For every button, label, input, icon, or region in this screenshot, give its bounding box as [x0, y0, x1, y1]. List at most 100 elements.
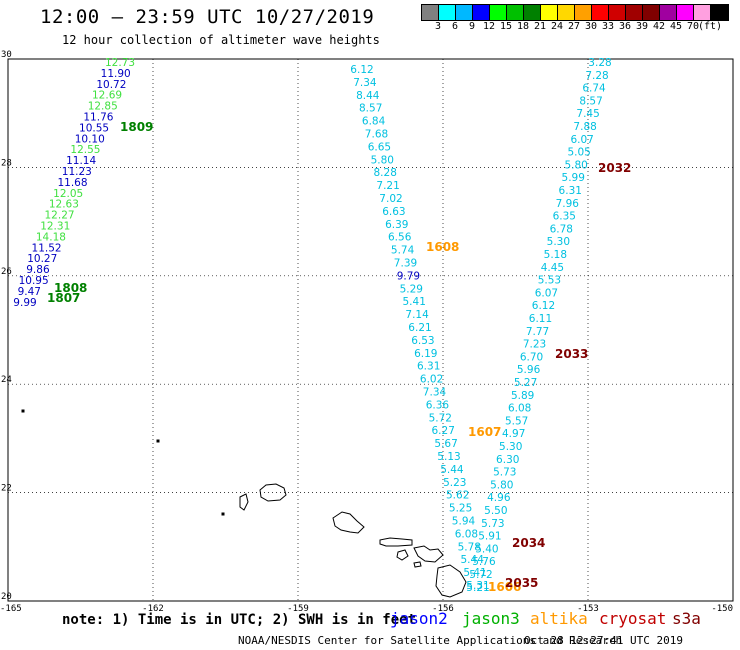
generated-timestamp: Oct 28 12:27:41 UTC 2019	[524, 634, 683, 647]
wave-height-value: 11.14	[66, 155, 96, 167]
wave-height-value: 5.76	[472, 556, 496, 568]
scale-label: 30	[584, 21, 598, 32]
scale-label: 3	[434, 21, 442, 32]
chart-title: 12:00 – 23:59 UTC 10/27/2019	[40, 6, 375, 28]
wave-height-value: 7.23	[523, 339, 546, 351]
scale-swatch	[456, 5, 473, 20]
x-tick-label: -165	[0, 604, 22, 614]
wave-height-value: 6.63	[382, 206, 405, 218]
scale-label: 15	[499, 21, 513, 32]
island-kauai	[259, 483, 287, 502]
map-frame	[7, 58, 734, 602]
wave-height-value: 11.90	[101, 68, 131, 80]
wave-height-value: 6.07	[535, 287, 558, 299]
scale-swatch	[592, 5, 609, 20]
wave-height-value: 5.94	[452, 516, 476, 528]
wave-height-value: 5.50	[484, 505, 507, 517]
wave-height-value: 5.53	[538, 275, 561, 287]
scale-swatch	[677, 5, 694, 20]
wave-height-value: 7.34	[353, 77, 377, 89]
wave-height-value: 5.29	[400, 283, 423, 295]
wave-height-value: 6.65	[368, 141, 391, 153]
scale-swatch	[711, 5, 728, 20]
scale-label: (ft)	[697, 21, 723, 32]
wave-height-value: 10.72	[96, 79, 126, 91]
wave-height-value: 6.07	[570, 134, 593, 146]
pass-time-label: 1607	[468, 425, 501, 439]
wave-height-value: 5.21	[466, 582, 489, 594]
wave-height-value: 4.45	[541, 262, 564, 274]
wave-height-color-scale	[421, 4, 729, 21]
legend-s3a: s3a	[672, 609, 701, 628]
scale-label: 6	[451, 21, 459, 32]
y-tick-label: 28	[1, 158, 12, 168]
scale-swatch	[541, 5, 558, 20]
wave-height-value: 5.31	[466, 580, 489, 592]
x-tick-label: -153	[577, 604, 599, 614]
scale-label: 36	[618, 21, 632, 32]
wave-height-value: 3.28	[588, 57, 611, 69]
wave-height-value: 7.68	[365, 129, 388, 141]
wave-height-value: 5.72	[469, 569, 492, 581]
wave-height-value: 8.57	[579, 95, 602, 107]
wave-height-value: 5.99	[562, 172, 585, 184]
wave-height-value: 10.55	[79, 122, 109, 134]
wave-height-value: 5.13	[437, 451, 460, 463]
wave-height-value: 9.86	[26, 264, 50, 276]
scale-swatch	[473, 5, 490, 20]
wave-height-value: 7.96	[556, 198, 580, 210]
scale-label: 12	[482, 21, 496, 32]
wave-height-value: 6.84	[362, 116, 386, 128]
wave-height-value: 7.39	[394, 258, 417, 270]
island-kaula	[221, 512, 225, 516]
hawaiian-islands	[21, 409, 467, 598]
wave-height-value: 6.53	[411, 335, 434, 347]
island-hawaii	[435, 564, 467, 598]
scale-swatch	[558, 5, 575, 20]
scale-label: 33	[601, 21, 615, 32]
wave-height-value: 6.31	[417, 361, 440, 373]
wave-height-value: 5.89	[511, 390, 534, 402]
x-tick-label: -159	[287, 604, 309, 614]
wave-height-value: 6.02	[420, 374, 443, 386]
wave-height-value: 5.62	[446, 490, 469, 502]
wave-height-value: 8.28	[374, 167, 397, 179]
pass-time-label: 1807	[47, 291, 80, 305]
scale-swatch	[422, 5, 439, 20]
pass-time-label: 1808	[54, 281, 87, 295]
footnote: note: 1) Time is in UTC; 2) SWH is in fe…	[62, 612, 417, 628]
wave-height-value: 12.69	[92, 90, 122, 102]
wave-height-value: 5.25	[449, 503, 472, 515]
island-maui	[413, 545, 444, 563]
scale-swatch	[575, 5, 592, 20]
scale-label: 70	[686, 21, 700, 32]
scale-label: 27	[567, 21, 581, 32]
color-scale-labels: 3 6 9 12 15 18 21 24 27 30 33 36 39 42 45 70 (ft)	[421, 21, 740, 33]
wave-height-value: 5.40	[475, 543, 498, 555]
pass-time-label: 1606	[488, 580, 521, 594]
scale-swatch	[490, 5, 507, 20]
wave-height-value: 5.18	[544, 249, 567, 261]
chart-subtitle: 12 hour collection of altimeter wave hei…	[62, 33, 380, 47]
wave-height-value: 11.68	[57, 177, 87, 189]
wave-height-value: 5.78	[458, 541, 481, 553]
wave-height-value: 6.21	[408, 322, 431, 334]
scale-swatch	[660, 5, 677, 20]
legend-jason3: jason3	[462, 609, 520, 628]
wave-height-value: 7.45	[576, 108, 599, 120]
wave-height-value: 12.55	[70, 144, 100, 156]
x-tick-label: -156	[432, 604, 454, 614]
island-lanai	[396, 549, 409, 561]
wave-height-value: 12.63	[49, 199, 79, 211]
wave-height-value: 5.91	[478, 531, 501, 543]
wave-height-value: 9.47	[18, 286, 41, 298]
scale-label: 39	[635, 21, 649, 32]
wave-height-value: 5.44	[461, 554, 485, 566]
wave-height-value: 10.27	[27, 253, 57, 265]
wave-height-value: 8.57	[359, 103, 382, 115]
pass-time-label: 2035	[505, 576, 538, 590]
scale-label: 42	[652, 21, 666, 32]
wave-height-value: 5.80	[490, 479, 513, 491]
wave-height-value: 5.96	[517, 364, 541, 376]
track-east: 3.287.286.748.577.457.886.075.055.805.99…	[466, 57, 631, 594]
